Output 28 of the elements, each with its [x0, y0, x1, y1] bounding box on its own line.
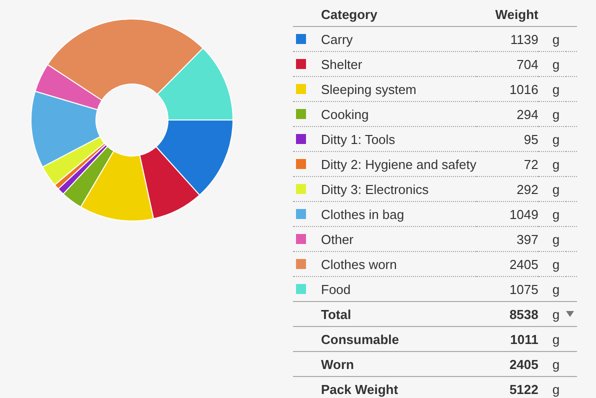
text: Consumable 1011 g — [321, 332, 560, 346]
legend-label: Food — [321, 280, 352, 298]
data-label: 397 g — [516, 230, 561, 249]
legend-label: Cooking — [321, 106, 370, 124]
legend-label: Ditty 3: Electronics — [321, 180, 430, 199]
legend-label: Clothes in bag — [321, 206, 406, 224]
text: Pack Weight 5122 g — [321, 382, 560, 396]
data-label: 294 g — [516, 106, 561, 124]
legend-label: Clothes worn — [321, 256, 398, 274]
legend-title: Category — [321, 6, 378, 24]
data-label: 1049 g — [508, 206, 561, 224]
data-label: 72 g — [522, 156, 561, 174]
data-label: 1016 g — [508, 80, 561, 99]
legend-label: Sleeping system — [321, 80, 418, 99]
text: Worn 2405 g — [321, 356, 560, 372]
data-label: 1075 g — [508, 280, 561, 299]
text: Weight — [494, 6, 538, 24]
legend-label: Carry — [321, 30, 354, 49]
data-label: 95 g — [522, 130, 561, 149]
text: Total 8538 g — [321, 306, 560, 322]
data-label: 292 g — [516, 180, 561, 199]
legend-label: Ditty 1: Tools — [321, 130, 396, 149]
legend-label: Shelter — [321, 56, 364, 74]
legend-label: Ditty 2: Hygiene and safety — [321, 156, 476, 174]
data-label: 2405 g — [508, 256, 561, 274]
data-label: 1139 g — [509, 30, 561, 49]
legend-label: Other — [321, 230, 355, 248]
data-label: 704 g — [516, 56, 561, 74]
